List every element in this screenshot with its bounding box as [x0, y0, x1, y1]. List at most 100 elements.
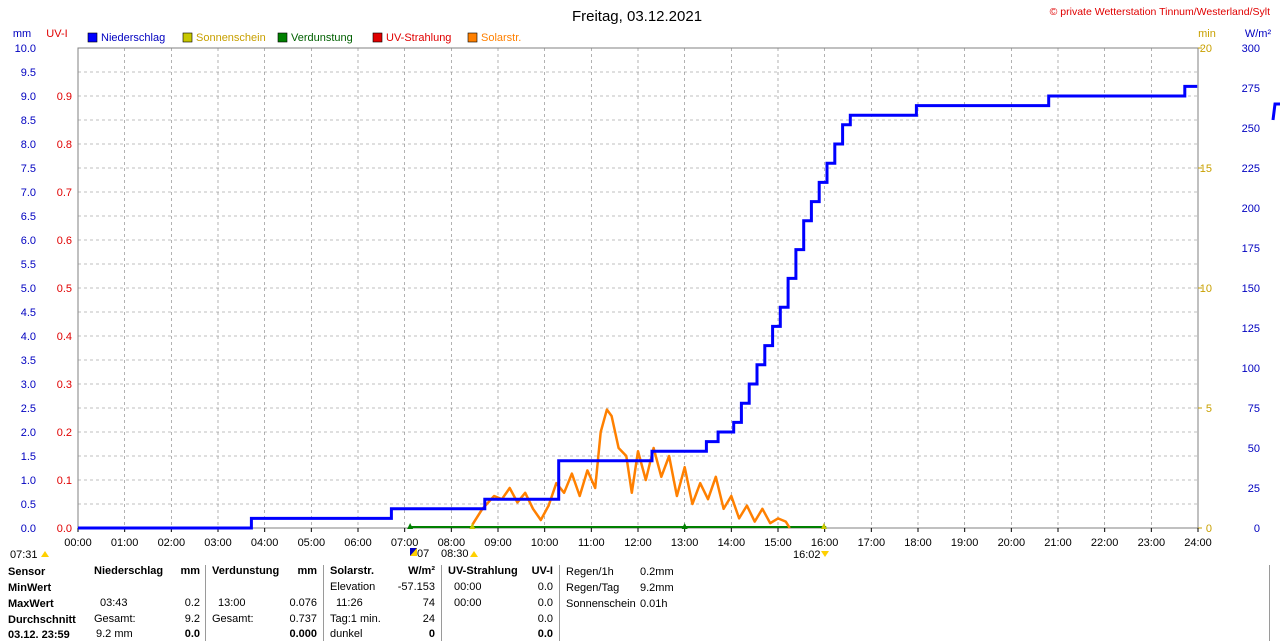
tick-label-min: 15 [1200, 163, 1212, 175]
stats-separator [441, 565, 442, 641]
tick-label-mm: 1.0 [21, 475, 36, 487]
series-solar-line [471, 408, 791, 529]
stats-solar-avg: 24 [422, 613, 435, 625]
event-marker-time: 07 [417, 548, 429, 560]
stats-header-uv: UV-Strahlung [448, 565, 518, 577]
stats-solar-max-time: 11:26 [336, 597, 363, 609]
stats-solar-now: 0 [428, 628, 435, 640]
tick-label-x: 12:00 [624, 537, 652, 549]
stats-verdunstung-max: 0.076 [289, 597, 317, 609]
tick-label-x: 04:00 [251, 537, 279, 549]
tick-label-wm2: 225 [1242, 163, 1260, 175]
tick-label-uv: 0.0 [57, 523, 72, 535]
tick-label-mm: 6.5 [21, 211, 36, 223]
tick-label-uv: 0.4 [57, 331, 72, 343]
sunset-icon [821, 551, 829, 557]
event-marker-icon [410, 548, 417, 556]
tick-label-x: 14:00 [718, 537, 746, 549]
tick-label-x: 18:00 [904, 537, 932, 549]
stats-niederschlag-max-time: 03:43 [100, 597, 128, 609]
tick-label-mm: 2.0 [21, 427, 36, 439]
axis-event-marker [820, 523, 827, 529]
tick-label-wm2: 275 [1242, 83, 1260, 95]
tick-label-x: 17:00 [858, 537, 886, 549]
tick-label-uv: 0.7 [57, 187, 72, 199]
stats-rain-day: 9.2mm [640, 582, 674, 594]
stats-niederschlag-now-label: 9.2 mm [96, 628, 133, 640]
legend-label-uv: UV-Strahlung [386, 32, 451, 44]
stats-unit-solar: W/m² [408, 565, 435, 577]
stats-unit-niederschlag: mm [180, 565, 200, 577]
stats-col-rain: Regen/1h 0.2mm Regen/Tag 9.2mm Sonnensch… [566, 563, 676, 641]
axis-event-marker [407, 523, 414, 529]
tick-label-x: 24:00 [1184, 537, 1212, 549]
axis-event-marker [681, 523, 688, 529]
axis-unit-uv: UV-I [46, 28, 67, 40]
tick-label-wm2: 0 [1254, 523, 1260, 535]
tick-label-mm: 5.0 [21, 283, 36, 295]
stats-niederschlag-now: 0.0 [184, 628, 200, 640]
stats-sunshine-label: Sonnenschein [566, 598, 636, 610]
tick-label-mm: 8.0 [21, 139, 36, 151]
tick-label-x: 08:00 [438, 537, 466, 549]
tick-label-uv: 0.5 [57, 283, 72, 295]
stats-niederschlag-max: 0.2 [184, 597, 200, 609]
legend-swatch-niederschlag [87, 32, 98, 43]
stats-separator [559, 565, 560, 641]
tick-label-x: 00:00 [64, 537, 92, 549]
stats-separator [205, 565, 206, 641]
tick-label-mm: 9.0 [21, 91, 36, 103]
stats-col-verdunstung: Verdunstung mm 13:00 0.076 Gesamt: 0.737… [212, 563, 317, 641]
copyright-text: © private Wetterstation Tinnum/Westerlan… [1050, 6, 1270, 18]
tick-label-x: 06:00 [344, 537, 372, 549]
stats-header-verdunstung: Verdunstung [212, 565, 280, 577]
tick-label-mm: 7.5 [21, 163, 36, 175]
tick-label-mm: 4.5 [21, 307, 36, 319]
tick-label-mm: 8.5 [21, 115, 36, 127]
tick-label-wm2: 175 [1242, 243, 1260, 255]
tick-label-min: 20 [1200, 43, 1212, 55]
tick-label-mm: 5.5 [21, 259, 36, 271]
legend: Niederschlag Sonnenschein Verdunstung UV… [87, 32, 521, 44]
tick-label-x: 23:00 [1138, 537, 1166, 549]
stats-rain-day-label: Regen/Tag [566, 582, 620, 594]
tick-label-wm2: 150 [1242, 283, 1260, 295]
stats-label-avg: Durchschnitt [8, 614, 76, 626]
tick-label-uv: 0.1 [57, 475, 72, 487]
sunrise-time: 07:31 [10, 549, 38, 561]
sunset-time: 16:02 [793, 549, 821, 561]
sunrise-icon [41, 551, 49, 557]
tick-label-mm: 10.0 [15, 43, 36, 55]
tick-label-mm: 2.5 [21, 403, 36, 415]
legend-label-verdunstung: Verdunstung [291, 32, 353, 44]
tick-label-wm2: 100 [1242, 363, 1260, 375]
axis-labels: 0.0 0.5 1.0 1.5 2.0 2.5 3.0 3.5 4.0 4.5 5.0 5.5 6.0 6… [15, 43, 1260, 549]
stats-separator [323, 565, 324, 641]
stats-solar-elevation: -57.153 [397, 581, 435, 593]
axis-unit-wm2: W/m² [1245, 28, 1272, 40]
event-marker-time: 08:30 [441, 548, 469, 560]
stats-rain-1h: 0.2mm [640, 566, 674, 578]
time-markers: 07:31 07 08:30 16:02 [10, 523, 829, 561]
tick-label-mm: 9.5 [21, 67, 36, 79]
stats-col-solar: Solarstr. W/m² Elevation -57.153 11:26 7… [330, 563, 435, 641]
sun-marker-icon [470, 551, 478, 557]
tick-label-uv: 0.9 [57, 91, 72, 103]
stats-uv-max-time: 00:00 [454, 597, 482, 609]
stats-col-uv: UV-Strahlung UV-I 00:00 0.0 00:00 0.0 0.… [448, 563, 553, 641]
tick-label-uv: 0.8 [57, 139, 72, 151]
tick-label-x: 10:00 [531, 537, 559, 549]
stats-niederschlag-total-label: Gesamt: [94, 613, 136, 625]
series-niederschlag-line [78, 84, 1198, 530]
statistics-table: Sensor MinWert MaxWert Durchschnitt 03.1… [0, 563, 1280, 641]
tick-label-mm: 6.0 [21, 235, 36, 247]
tick-label-wm2: 250 [1242, 123, 1260, 135]
tick-label-mm: 4.0 [21, 331, 36, 343]
stats-rain-1h-label: Regen/1h [566, 566, 614, 578]
stats-unit-verdunstung: mm [297, 565, 317, 577]
stats-unit-uv: UV-I [531, 565, 553, 577]
tick-label-min: 5 [1206, 403, 1212, 415]
chart-title: Freitag, 03.12.2021 [572, 8, 702, 25]
stats-uv-max: 0.0 [537, 597, 553, 609]
tick-label-wm2: 75 [1248, 403, 1260, 415]
